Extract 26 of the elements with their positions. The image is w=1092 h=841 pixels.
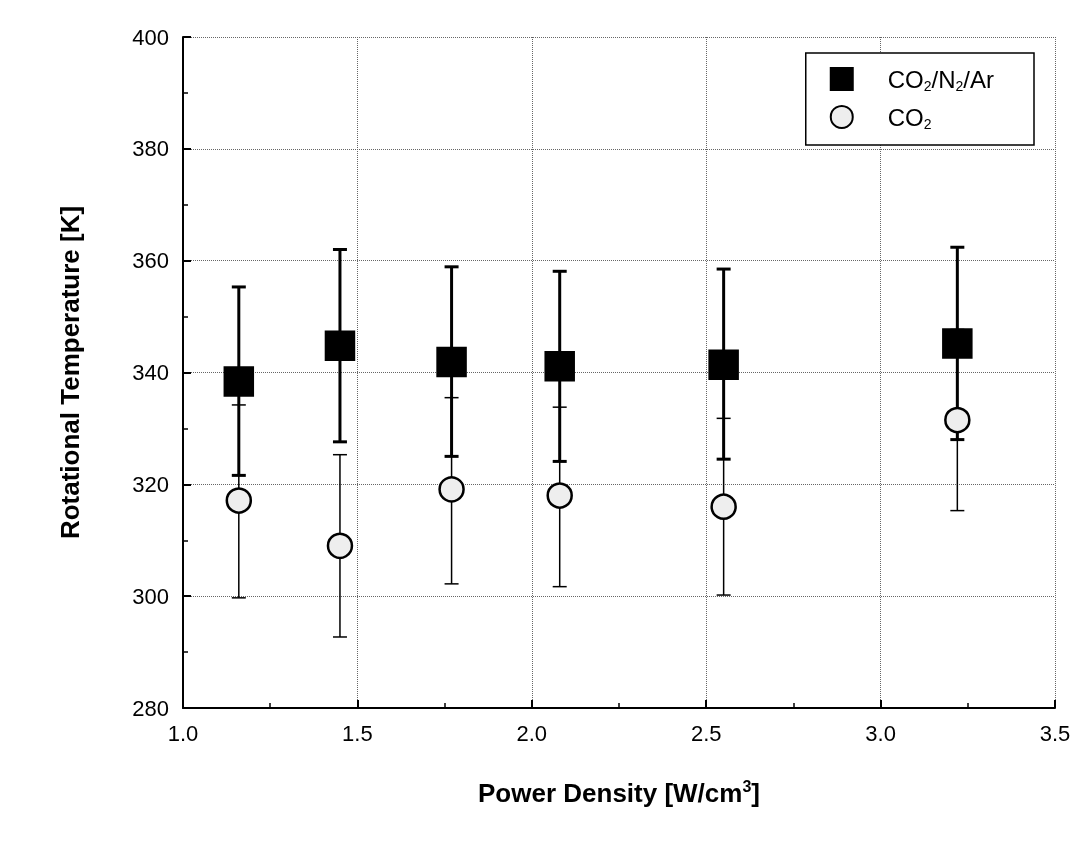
point bbox=[438, 476, 465, 503]
point bbox=[223, 366, 255, 397]
y-tick-label: 400 bbox=[132, 24, 169, 50]
x-tick-label: 3.5 bbox=[1039, 720, 1071, 746]
point bbox=[225, 487, 253, 514]
point bbox=[436, 346, 467, 378]
point bbox=[708, 349, 739, 380]
y-axis-title: Rotational Temperature [K] bbox=[55, 205, 85, 540]
point bbox=[942, 328, 973, 359]
y-tick-label: 280 bbox=[132, 695, 169, 721]
point bbox=[324, 330, 356, 361]
point bbox=[326, 532, 354, 560]
x-tick-label: 1.0 bbox=[167, 720, 199, 746]
y-tick-label: 340 bbox=[132, 360, 169, 385]
point bbox=[944, 406, 971, 434]
x-tick-label: 3.0 bbox=[865, 720, 896, 746]
y-tick-label: 320 bbox=[132, 471, 169, 497]
x-tick-label: 2.0 bbox=[516, 720, 548, 746]
y-tick-label: 360 bbox=[132, 248, 169, 274]
x-tick-label: 2.5 bbox=[690, 720, 722, 746]
point bbox=[544, 351, 575, 382]
point bbox=[546, 482, 573, 509]
point bbox=[710, 493, 737, 520]
y-tick-label: 380 bbox=[132, 136, 169, 162]
x-tick-label: 1.5 bbox=[342, 720, 373, 746]
y-tick-label: 300 bbox=[132, 583, 169, 609]
